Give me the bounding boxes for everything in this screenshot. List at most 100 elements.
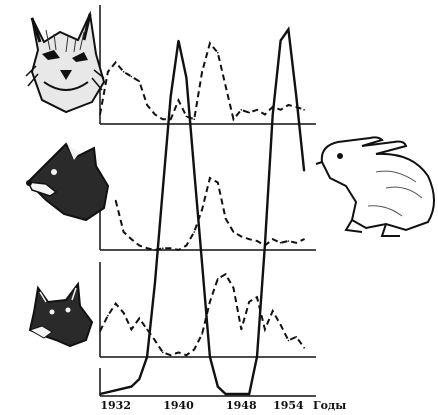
x-axis-unit-label: Годы (313, 399, 346, 412)
wolf-data-point (99, 330, 101, 333)
lynx-data-point (114, 61, 117, 64)
lynx-data-point (264, 113, 266, 116)
fox-series-line (114, 176, 305, 252)
wolf-data-point (154, 339, 156, 342)
lynx-data-point (107, 71, 109, 73)
wolf-data-point (169, 354, 172, 357)
fox-data-point (162, 247, 164, 249)
x-tick-label: 1948 (226, 399, 257, 412)
wolf-data-point (193, 348, 195, 351)
fox-data-point (201, 208, 203, 211)
wolf-data-point (146, 328, 148, 331)
wolf-data-point (209, 301, 211, 303)
fox-data-point (217, 181, 219, 184)
wolf-data-point (271, 310, 274, 312)
wolf-data-point (162, 351, 164, 354)
wolf-data-point (177, 351, 180, 354)
fox-data-point (209, 177, 211, 179)
wolf-data-point (185, 354, 188, 357)
lynx-data-point (122, 71, 125, 73)
wolf-data-point (264, 328, 266, 331)
wolf-data-point (303, 347, 305, 349)
fox-data-point (224, 217, 227, 220)
lynx-data-point (248, 111, 250, 114)
wolf-data-point (240, 328, 243, 331)
lynx-data-point (193, 118, 195, 121)
hare-data-point (264, 244, 266, 246)
lynx-data-point (224, 85, 227, 87)
wolf-data-point (279, 324, 282, 326)
fox-data-point (287, 240, 290, 242)
wolf-data-point (217, 278, 219, 280)
hare-data-point (201, 263, 203, 265)
wolf-data-point (295, 336, 298, 338)
hare-data-point (279, 39, 282, 42)
lynx-data-point (240, 109, 243, 111)
fox-data-point (146, 247, 148, 249)
wolf-series-line (99, 272, 305, 357)
wolf-data-point (114, 302, 117, 305)
hare-data-point (169, 95, 172, 98)
fox-icon (26, 142, 110, 222)
hare-data-point (146, 356, 148, 358)
lynx-data-point (209, 42, 211, 45)
wolf-data-point (287, 339, 290, 342)
lynx-data-point (256, 109, 258, 111)
hare-data-point (240, 393, 243, 395)
wolf-icon (28, 281, 94, 348)
hare-series-line (99, 26, 306, 396)
wolf-data-point (232, 287, 235, 289)
x-tick-label: 1932 (100, 399, 131, 412)
hare-data-point (256, 356, 258, 358)
lynx-data-point (303, 109, 305, 111)
lynx-data-point (201, 71, 203, 73)
hare-data-point (287, 28, 290, 31)
wolf-data-point (224, 273, 227, 276)
fox-data-point (154, 249, 156, 251)
hare-data-point (271, 114, 274, 116)
fox-data-point (256, 240, 258, 242)
fox-data-point (248, 238, 250, 240)
wolf-data-point (107, 314, 109, 317)
fox-data-point (295, 242, 298, 244)
hare-data-point (185, 77, 188, 79)
hare-data-point (154, 281, 156, 284)
fox-data-point (114, 199, 117, 202)
hare-data-point (193, 170, 195, 172)
x-axis-ticks: 1932 1940 1948 1954 (100, 399, 304, 412)
hare-data-point (114, 389, 117, 392)
hare-data-point (295, 95, 298, 98)
lynx-data-point (130, 75, 133, 78)
hare-data-point (303, 170, 305, 172)
fox-data-point (303, 238, 305, 240)
hare-data-point (162, 188, 164, 191)
hare-data-point (177, 39, 180, 42)
hare-data-point (130, 385, 133, 388)
fox-data-point (193, 231, 195, 233)
fox-data-point (169, 247, 172, 249)
hare-data-point (248, 393, 250, 395)
hare-data-point (232, 393, 235, 395)
fox-data-point (130, 238, 133, 240)
hare-data-point (217, 385, 219, 388)
lynx-data-point (232, 118, 235, 121)
x-tick-label: 1954 (273, 399, 304, 412)
fox-data-point (185, 244, 188, 247)
hare-data-point (138, 378, 141, 380)
lynx-icon (25, 10, 106, 114)
lynx-data-point (177, 99, 180, 102)
lynx-data-point (279, 109, 282, 111)
lynx-data-point (99, 113, 101, 116)
series-lines (99, 26, 306, 396)
wolf-data-point (256, 296, 258, 299)
lynx-data-point (287, 104, 290, 106)
lynx-data-point (217, 52, 219, 54)
wolf-data-point (122, 312, 125, 314)
lynx-data-point (185, 115, 188, 118)
hare-data-point (209, 356, 211, 358)
fox-data-point (240, 235, 243, 238)
hare-data-point (99, 393, 101, 395)
fox-data-point (138, 244, 141, 247)
lynx-data-point (138, 80, 141, 83)
fox-data-point (122, 231, 125, 233)
